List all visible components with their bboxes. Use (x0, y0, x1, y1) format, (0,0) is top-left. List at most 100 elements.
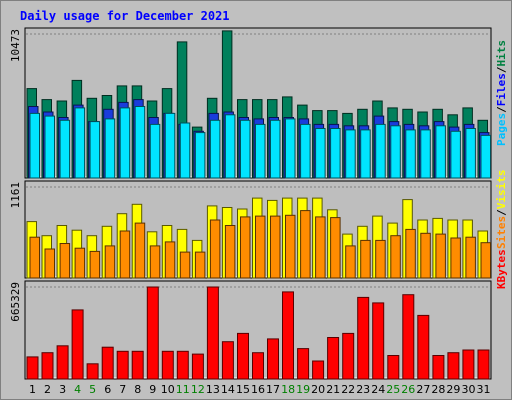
bar-pages-day-29 (450, 130, 461, 179)
bar-pages-day-17 (270, 119, 281, 179)
bar-pages-day-11 (179, 122, 191, 179)
panel-3-legend: KBytes (495, 249, 508, 289)
bar-kbytes-day-22 (342, 332, 355, 380)
day-label-29: 29 (446, 383, 460, 396)
legend-item-visits: Visits (495, 170, 508, 210)
legend-item-kbytes: KBytes (495, 249, 508, 289)
bar-kbytes-day-25 (387, 355, 400, 380)
day-label-8: 8 (134, 383, 141, 396)
day-label-14: 14 (221, 383, 235, 396)
bar-sites-day-7 (119, 230, 131, 279)
day-label-12: 12 (191, 383, 205, 396)
panel-2-legend: Sites/Visits (495, 170, 508, 250)
day-label-26: 26 (401, 383, 415, 396)
bar-sites-day-4 (74, 247, 86, 279)
bar-sites-day-20 (315, 216, 326, 279)
bar-kbytes-day-3 (56, 345, 69, 380)
bar-pages-day-24 (375, 123, 386, 179)
day-label-9: 9 (149, 383, 156, 396)
bar-sites-day-30 (465, 236, 476, 279)
panel-1-legend: Pages/Files/Hits (495, 40, 508, 146)
bar-kbytes-day-2 (41, 352, 54, 380)
bar-sites-day-9 (149, 245, 161, 279)
panel-3-max-label: 665329 (9, 282, 22, 322)
bar-kbytes-day-1 (26, 356, 39, 380)
bar-sites-day-16 (255, 215, 266, 279)
bar-pages-day-3 (59, 119, 71, 179)
bar-pages-day-4 (74, 107, 86, 179)
bar-sites-day-10 (164, 241, 176, 279)
bar-kbytes-day-7 (116, 350, 129, 380)
legend-item-separator: / (495, 66, 508, 73)
bar-kbytes-day-29 (447, 352, 460, 380)
bar-pages-day-28 (435, 125, 446, 179)
bar-sites-day-26 (405, 228, 416, 279)
day-label-7: 7 (119, 383, 126, 396)
bar-kbytes-day-27 (417, 314, 430, 380)
bar-kbytes-day-4 (71, 309, 84, 380)
legend-item-files: Files (495, 73, 508, 106)
bar-pages-day-19 (300, 123, 311, 179)
bar-pages-day-6 (104, 118, 116, 179)
bar-sites-day-14 (224, 225, 236, 279)
bar-pages-day-5 (89, 121, 101, 179)
bar-pages-day-27 (420, 129, 431, 179)
panel-2-max-label: 1161 (9, 182, 22, 209)
bar-sites-day-27 (420, 232, 431, 279)
bar-sites-day-6 (104, 245, 116, 279)
bar-kbytes-day-16 (252, 352, 264, 380)
bar-sites-day-31 (480, 242, 491, 279)
bar-sites-day-29 (450, 237, 461, 279)
bar-kbytes-day-20 (312, 360, 325, 380)
bar-kbytes-day-10 (161, 350, 174, 380)
bar-kbytes-day-13 (206, 286, 219, 380)
bar-sites-day-2 (44, 248, 55, 279)
bar-pages-day-15 (240, 119, 251, 179)
bar-pages-day-21 (330, 128, 341, 179)
bar-pages-day-16 (255, 123, 266, 179)
bar-sites-day-23 (360, 239, 371, 279)
day-label-18: 18 (281, 383, 295, 396)
bar-sites-day-15 (240, 216, 251, 279)
day-label-5: 5 (89, 383, 96, 396)
bar-sites-day-12 (194, 251, 206, 279)
bar-pages-day-1 (29, 112, 40, 179)
day-label-22: 22 (341, 383, 355, 396)
bar-sites-day-11 (179, 251, 191, 279)
legend-item-hits: Hits (495, 40, 508, 67)
day-label-2: 2 (44, 383, 51, 396)
day-label-13: 13 (206, 383, 220, 396)
bar-pages-day-18 (285, 118, 296, 179)
day-label-31: 31 (477, 383, 491, 396)
bar-sites-day-19 (300, 210, 311, 279)
bar-kbytes-day-12 (191, 353, 204, 380)
day-label-3: 3 (59, 383, 66, 396)
bar-kbytes-day-15 (237, 332, 249, 380)
bar-sites-day-24 (375, 239, 386, 279)
bar-kbytes-day-21 (327, 337, 340, 380)
bar-pages-day-30 (465, 128, 476, 179)
bar-kbytes-day-31 (477, 349, 490, 380)
day-label-1: 1 (29, 383, 36, 396)
day-label-19: 19 (296, 383, 310, 396)
bar-pages-day-14 (224, 114, 236, 179)
bar-pages-day-20 (315, 128, 326, 179)
bar-kbytes-day-18 (282, 291, 294, 380)
legend-item-pages: Pages (495, 113, 508, 146)
bar-kbytes-day-14 (221, 341, 234, 380)
bar-pages-day-31 (480, 134, 491, 179)
bar-kbytes-day-9 (146, 286, 159, 380)
day-label-30: 30 (462, 383, 476, 396)
bar-kbytes-day-30 (462, 349, 475, 380)
bar-sites-day-3 (59, 243, 71, 279)
bar-pages-day-10 (164, 112, 176, 179)
bar-pages-day-12 (194, 132, 206, 179)
bar-sites-day-17 (270, 215, 281, 279)
bar-pages-day-9 (149, 123, 161, 179)
day-label-15: 15 (236, 383, 250, 396)
bar-pages-day-7 (119, 107, 131, 179)
bar-sites-day-28 (435, 233, 446, 279)
day-label-23: 23 (356, 383, 370, 396)
bar-pages-day-8 (134, 106, 146, 179)
